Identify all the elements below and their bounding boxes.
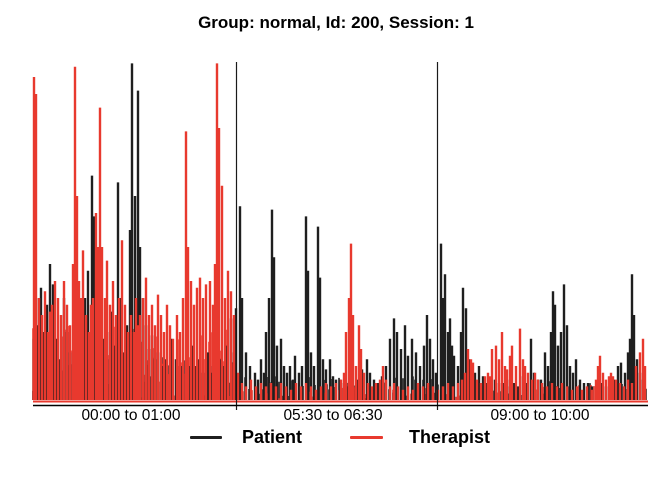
series-therapist-spikes bbox=[32, 63, 647, 400]
legend-line-therapist bbox=[350, 436, 383, 439]
x-axis-label-bin2: 05:30 to 06:30 bbox=[283, 407, 383, 424]
legend-label-therapist: Therapist bbox=[409, 427, 491, 447]
x-axis-label-bin1: 00:00 to 01:00 bbox=[81, 407, 181, 424]
x-axis-label-bin3: 09:00 to 10:00 bbox=[490, 407, 590, 424]
chart-title: Group: normal, Id: 200, Session: 1 bbox=[198, 13, 474, 32]
legend-label-patient: Patient bbox=[242, 427, 303, 447]
legend-line-patient bbox=[190, 436, 222, 439]
